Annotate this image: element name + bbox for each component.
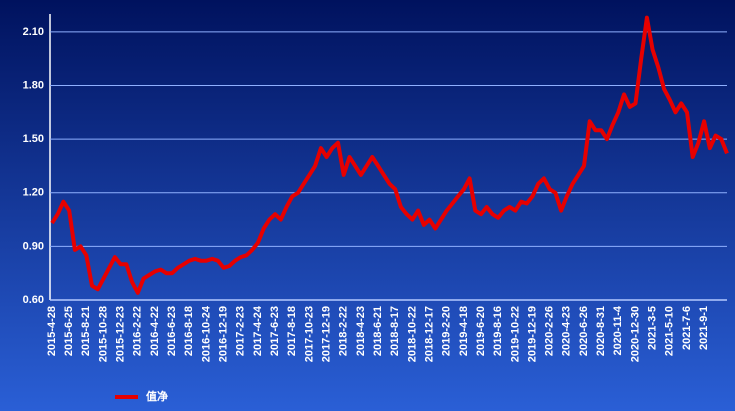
x-tick-label: 2018-2-22: [338, 306, 350, 356]
x-tick-label: 2020-12-30: [629, 306, 641, 362]
x-tick-label: 2016-12-19: [218, 306, 230, 362]
x-tick-label: 2015-10-28: [97, 306, 109, 362]
x-tick-label: 2018-12-17: [423, 306, 435, 362]
x-tick-label: 2019-6-20: [475, 306, 487, 356]
x-tick-label: 2017-4-24: [252, 305, 264, 356]
x-tick-label: 2020-6-26: [578, 306, 590, 356]
x-tick-label: 2017-12-19: [320, 306, 332, 362]
x-tick-label: 2021-5-10: [664, 306, 676, 356]
y-tick-label: 1.80: [23, 79, 44, 91]
x-tick-label: 2017-8-18: [286, 306, 298, 356]
x-tick-label: 2019-12-19: [526, 306, 538, 362]
x-tick-label: 2018-8-17: [389, 306, 401, 356]
x-tick-label: 2015-12-23: [115, 306, 127, 362]
y-tick-label: 1.20: [23, 187, 44, 199]
x-tick-label: 2016-4-22: [149, 306, 161, 356]
x-tick-label: 2018-4-23: [355, 306, 367, 356]
x-tick-label: 2020-4-23: [561, 306, 573, 356]
y-tick-label: 0.90: [23, 240, 44, 252]
x-tick-label: 2019-2-20: [441, 306, 453, 356]
y-tick-label: 1.50: [23, 133, 44, 145]
legend-label: 值净: [146, 389, 168, 403]
x-tick-label: 2017-6-23: [269, 306, 281, 356]
x-tick-label: 2016-6-23: [166, 306, 178, 356]
x-tick-label: 2020-2-26: [544, 306, 556, 356]
x-tick-label: 2018-6-21: [372, 306, 384, 356]
x-tick-label: 2019-8-16: [492, 306, 504, 356]
x-tick-label: 2020-8-31: [595, 306, 607, 356]
y-tick-label: 0.60: [23, 294, 44, 306]
x-tick-label: 2017-2-23: [235, 306, 247, 356]
x-tick-label: 2019-10-22: [509, 306, 521, 362]
x-tick-label: 2015-4-28: [46, 306, 58, 356]
x-tick-label: 2016-10-24: [200, 305, 212, 362]
x-tick-label: 2017-10-23: [303, 306, 315, 362]
x-tick-label: 2019-4-18: [458, 306, 470, 356]
data-line: [50, 15, 729, 295]
x-tick-label: 2021-3-5: [647, 306, 659, 350]
x-tick-label: 2020-11-4: [612, 305, 624, 355]
x-tick-label: 2015-6-25: [63, 306, 75, 356]
x-tick-label: 2018-10-22: [406, 306, 418, 362]
y-tick-label: 2.10: [23, 26, 44, 38]
x-tick-label: 2016-8-18: [183, 306, 195, 356]
x-tick-label: 2021-7-6: [681, 306, 693, 350]
x-tick-label: 2016-2-22: [132, 306, 144, 356]
x-tick-label: 2015-8-21: [80, 306, 92, 356]
x-tick-label: 2021-9-1: [698, 306, 710, 350]
